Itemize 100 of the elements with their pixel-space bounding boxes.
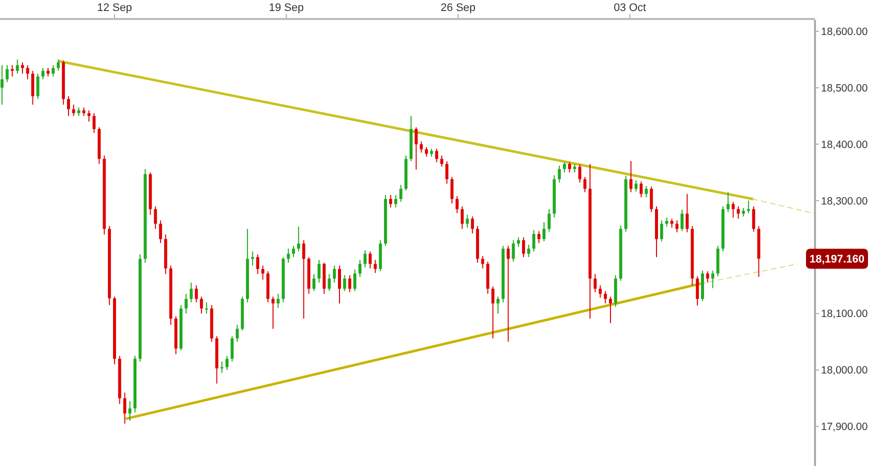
x-tick-label: 26 Sep	[440, 2, 476, 14]
candlestick	[686, 193, 689, 233]
candlestick	[318, 259, 321, 284]
candlestick	[445, 160, 448, 184]
candlestick	[123, 392, 126, 424]
candlestick	[16, 59, 19, 74]
candlestick	[92, 112, 96, 134]
candlestick	[752, 206, 756, 232]
candlestick	[516, 236, 520, 248]
annotation: 18,197.160	[809, 254, 865, 266]
candlestick	[194, 284, 198, 303]
y-tick-label: 18,500.00	[821, 82, 868, 94]
candlestick	[200, 296, 203, 314]
candlestick	[292, 245, 295, 258]
candlestick	[87, 110, 90, 122]
candlestick	[604, 290, 607, 304]
candlestick	[568, 162, 572, 173]
candlestick	[711, 270, 714, 289]
candlestick	[374, 259, 377, 274]
candlestick	[56, 59, 60, 72]
candlestick	[470, 216, 474, 234]
candlestick	[220, 361, 224, 374]
candlestick	[522, 236, 526, 258]
candlestick	[578, 164, 582, 184]
candlestick	[456, 196, 459, 214]
candlestick	[389, 194, 392, 208]
candlestick	[41, 67, 44, 80]
candlestick	[665, 217, 668, 228]
candlestick	[460, 206, 464, 230]
candlestick	[726, 192, 730, 212]
candlestick	[594, 274, 597, 293]
y-tick-label: 18,600.00	[821, 26, 868, 38]
candlestick	[394, 194, 398, 208]
candlestick	[496, 296, 500, 314]
candlestick	[491, 286, 494, 339]
candlestick	[450, 176, 454, 204]
candlestick	[747, 200, 750, 214]
candlestick	[272, 296, 275, 330]
candlestick	[736, 206, 740, 220]
candlestick	[548, 208, 551, 232]
y-tick-label: 18,000.00	[821, 364, 868, 377]
candlestick	[506, 245, 510, 342]
candlestick	[0, 64, 4, 106]
candlestick	[236, 324, 239, 342]
candlestick	[286, 248, 290, 264]
candlestick	[6, 64, 9, 83]
candlestick	[558, 165, 561, 184]
candlestick	[251, 250, 254, 266]
candlestick	[332, 265, 336, 284]
candlestick	[184, 293, 188, 314]
candlestick	[312, 274, 316, 292]
candlestick	[420, 140, 423, 154]
candlestick	[598, 284, 602, 298]
y-tick-label: 18,300.00	[821, 195, 868, 208]
candlestick	[261, 265, 264, 280]
candlestick	[670, 218, 674, 228]
candlestick	[358, 259, 362, 278]
candlestick	[230, 336, 234, 362]
candlestick	[512, 240, 515, 262]
candlestick	[414, 126, 418, 170]
candlestick	[706, 270, 710, 284]
candlestick	[52, 64, 55, 77]
candlestick	[128, 400, 132, 422]
candlestick	[640, 180, 643, 198]
candlestick	[644, 185, 648, 198]
candlestick	[159, 220, 162, 244]
x-tick-label: 03 Oct	[614, 2, 646, 14]
candlestick	[190, 282, 193, 303]
y-tick-label: 18,400.00	[821, 138, 868, 151]
candlestick	[435, 148, 438, 163]
candlestick	[343, 274, 346, 292]
candlestick	[338, 265, 341, 304]
candlestick	[72, 104, 76, 116]
candlestick	[368, 250, 372, 269]
candlestick	[583, 176, 586, 193]
candlestick	[660, 220, 664, 242]
candlestick	[297, 226, 300, 252]
candlestick	[26, 64, 30, 80]
candlestick	[276, 293, 280, 308]
candlestick	[226, 355, 229, 371]
candlestick	[466, 214, 469, 228]
candlestick	[353, 269, 356, 292]
candlestick	[440, 154, 444, 168]
candlestick	[542, 222, 546, 242]
candlestick	[562, 162, 566, 173]
candlestick	[31, 70, 34, 106]
candlestick	[537, 230, 540, 244]
candlestick	[527, 244, 530, 258]
candlestick	[481, 255, 484, 269]
candlestick	[364, 250, 367, 268]
candlestick	[732, 201, 735, 218]
candlestick	[629, 160, 632, 193]
candlestick	[67, 96, 70, 116]
candlestick	[154, 206, 157, 230]
candlestick	[328, 274, 331, 292]
candlestick	[10, 64, 14, 77]
candlestick	[675, 220, 678, 233]
candlestick	[205, 302, 208, 314]
candlestick	[680, 209, 684, 232]
y-tick-label: 17,900.00	[821, 421, 868, 434]
